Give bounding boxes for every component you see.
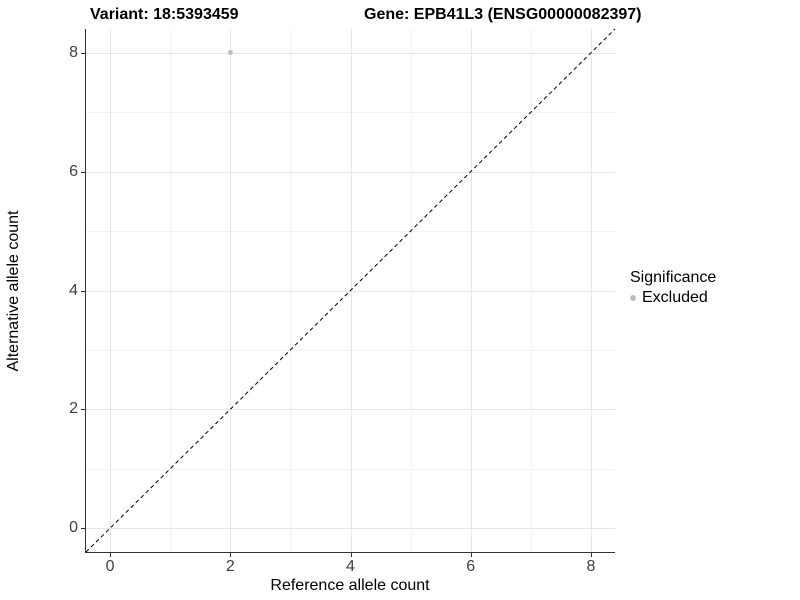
y-tick-label: 6 — [69, 162, 78, 180]
y-major-gridline — [86, 528, 615, 530]
legend-title: Significance — [630, 269, 717, 286]
plot-panel — [85, 28, 616, 553]
y-tick-label: 4 — [69, 281, 78, 299]
y-tick-label: 0 — [69, 519, 78, 537]
y-tick-label: 8 — [69, 43, 78, 61]
x-axis-tick — [230, 553, 232, 557]
y-major-gridline — [86, 171, 615, 173]
y-axis-title: Alternative allele count — [5, 210, 22, 372]
y-axis-tick — [81, 290, 85, 292]
x-axis-title: Reference allele count — [270, 577, 430, 594]
y-axis-tick — [81, 52, 85, 54]
legend: Significance Excluded — [630, 269, 716, 307]
y-axis-tick — [81, 171, 85, 173]
x-tick-label: 0 — [105, 558, 115, 575]
x-axis-line — [85, 552, 615, 553]
legend-item-excluded: Excluded — [630, 289, 716, 307]
x-tick-label: 6 — [466, 558, 476, 575]
y-tick-label: 2 — [69, 400, 78, 418]
x-axis-tick — [110, 553, 112, 557]
x-axis-tick — [590, 553, 592, 557]
gene-title: Gene: EPB41L3 (ENSG00000082397) — [364, 6, 642, 23]
x-tick-label: 4 — [346, 558, 355, 575]
x-axis-tick — [350, 553, 352, 557]
legend-item-label: Excluded — [642, 289, 708, 306]
data-point — [227, 50, 233, 56]
x-tick-label: 8 — [586, 558, 596, 575]
y-major-gridline — [86, 409, 615, 411]
y-axis-tick — [81, 528, 85, 530]
identity-reference-line — [85, 28, 616, 553]
x-axis-tick — [470, 553, 472, 557]
y-axis-line — [85, 29, 86, 553]
excluded-point-swatch — [630, 295, 636, 301]
y-axis-tick — [81, 409, 85, 411]
y-major-gridline — [86, 52, 615, 54]
variant-title: Variant: 18:5393459 — [90, 6, 239, 23]
x-tick-label: 2 — [225, 558, 235, 575]
